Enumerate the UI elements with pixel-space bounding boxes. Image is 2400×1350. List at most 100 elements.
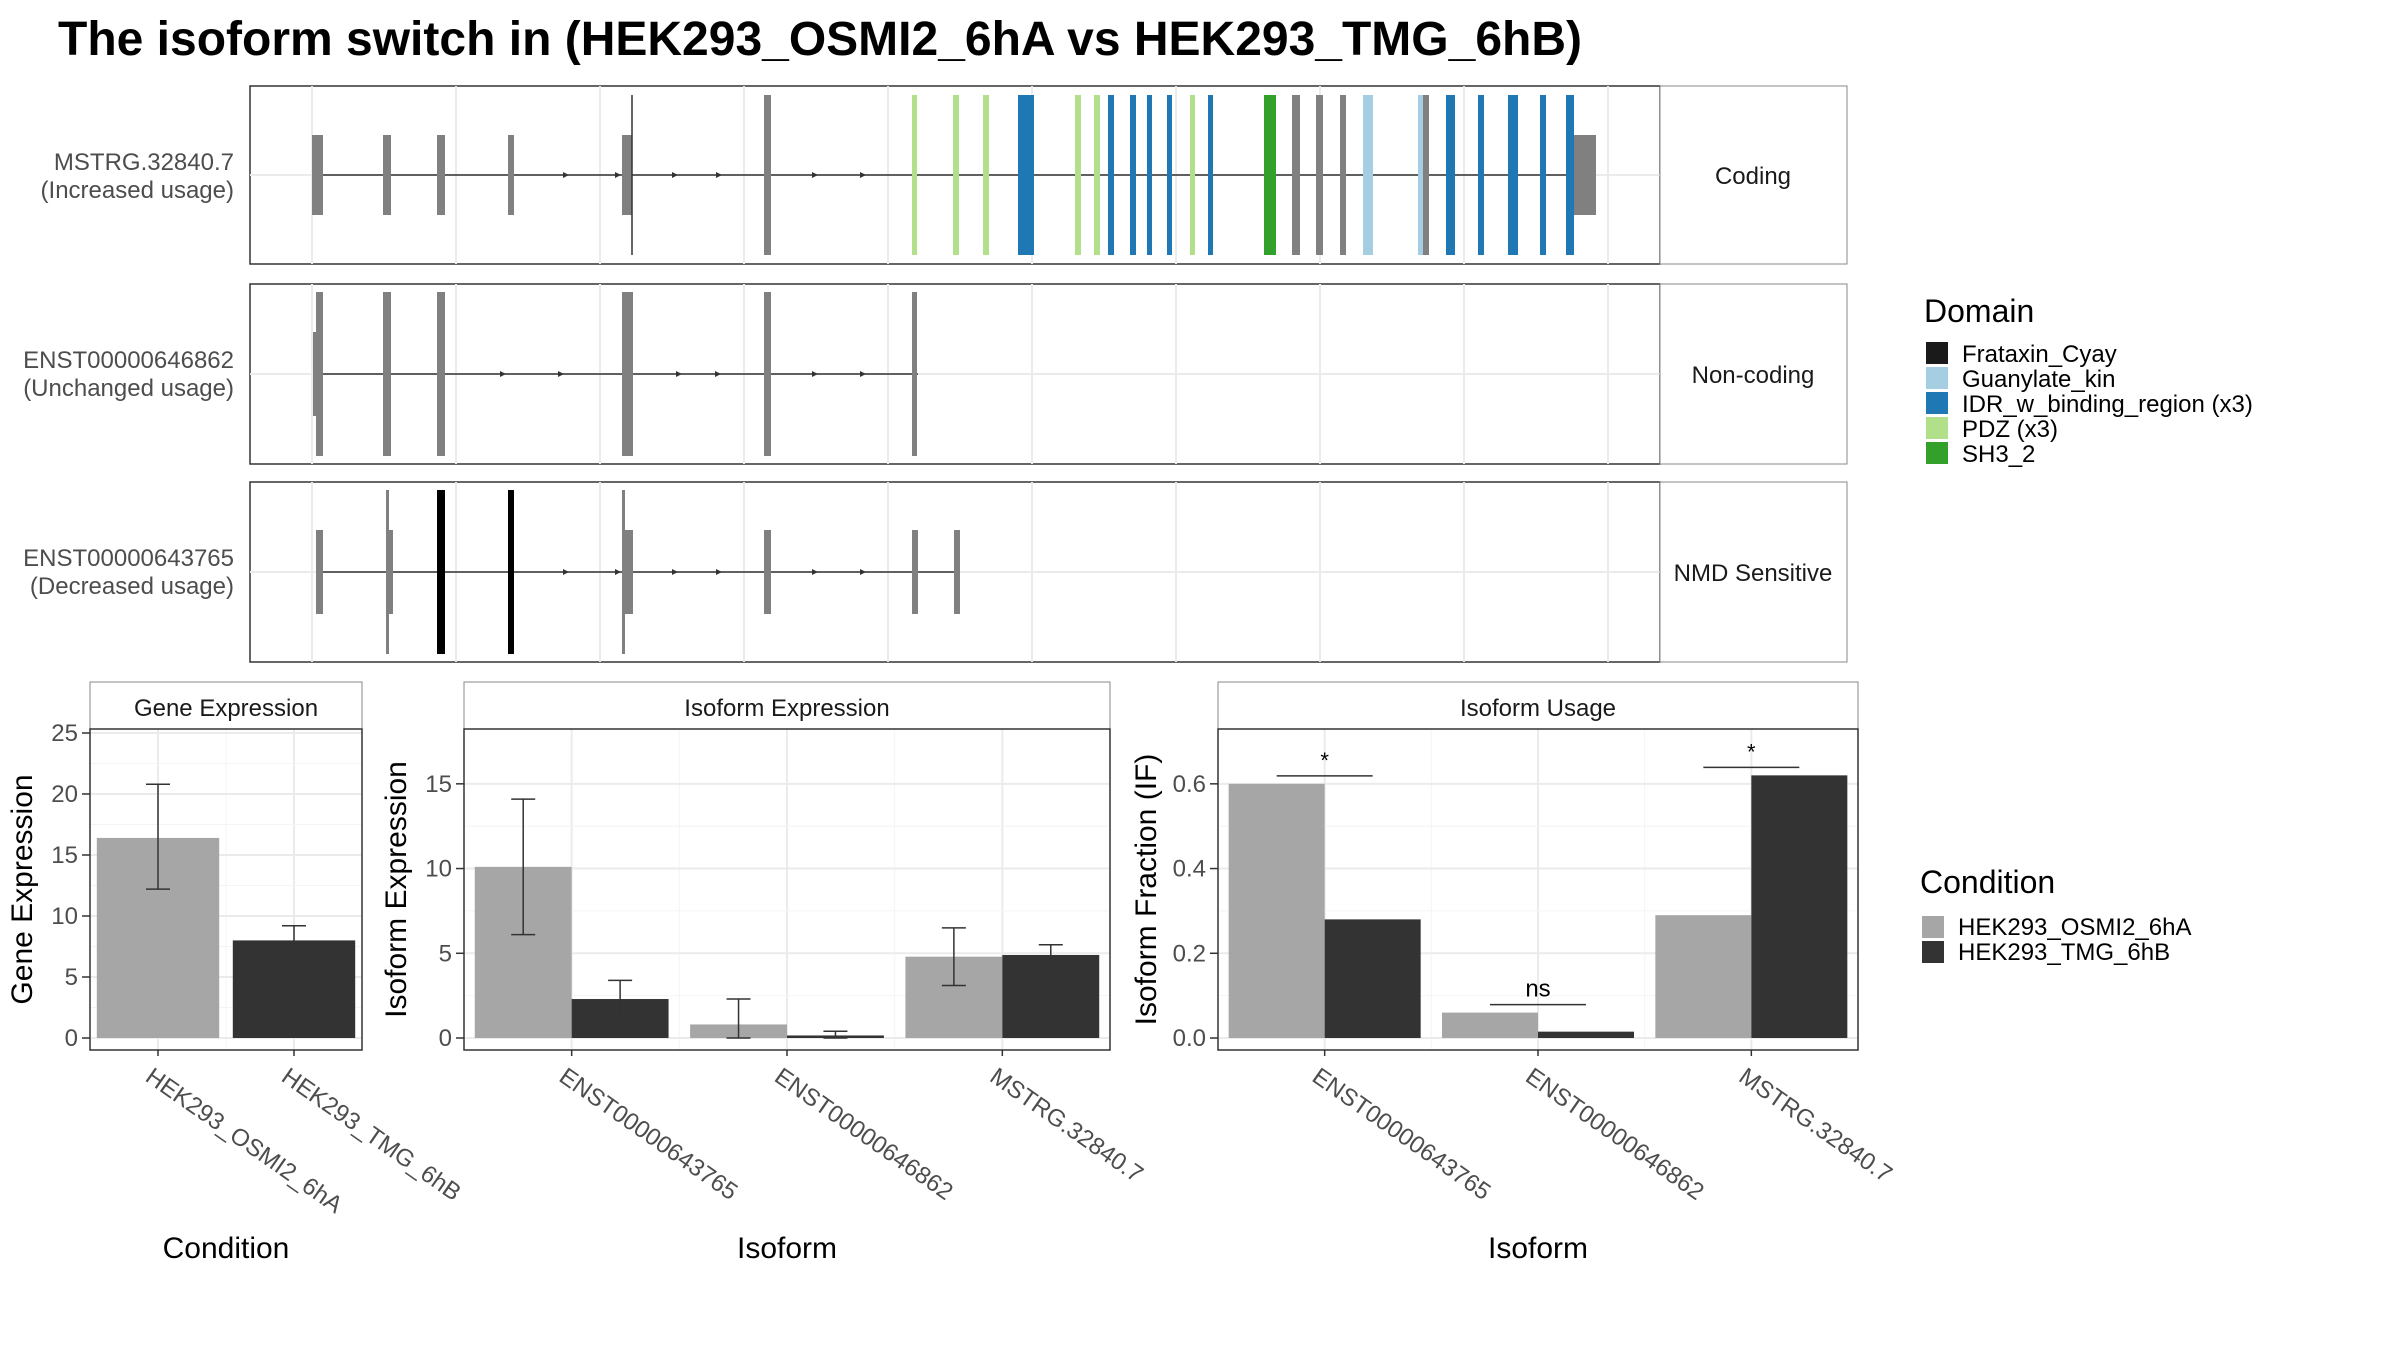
exon [386,530,393,614]
x-tick-label: ENST00000646862 [770,1063,958,1206]
exon [622,292,633,456]
exon [313,332,317,416]
strip-box [1659,85,1848,265]
category-label: NMD Sensitive [1674,560,1833,587]
legend-key [1926,367,1948,389]
legend-key [1926,392,1948,414]
x-tick-label: MSTRG.32840.7 [1734,1063,1897,1188]
exon [1316,95,1323,255]
x-axis-title: Isoform [1488,1232,1588,1265]
bar [1002,954,1100,1038]
significance-label: * [1747,739,1756,764]
exon [383,135,391,215]
exon [764,530,771,614]
y-tick-label: 0.0 [1173,1025,1206,1052]
exon [954,530,960,614]
panel-border [89,728,363,1051]
domain-blocks [912,95,1574,255]
category-label: Coding [1715,163,1791,190]
exon [622,135,632,215]
transcript-panel-nmd: NMD Sensitive ENST00000643765 (Decreased… [23,481,1848,663]
figure-title: The isoform switch in (HEK293_OSMI2_6hA … [58,13,1582,66]
x-axis-title: Condition [163,1232,290,1265]
exon [1292,95,1300,255]
y-axis-title: Isoform Fraction (IF) [1130,754,1163,1026]
y-axis-title: Gene Expression [6,774,39,1004]
transcript-usage: (Unchanged usage) [23,375,234,402]
domain-idr [1108,95,1114,255]
transcript-panel-noncoding: Non-coding ENST00000646862 (Unchanged us… [23,283,1848,465]
exons [316,490,960,654]
transcript-usage: (Decreased usage) [30,573,234,600]
exon [316,292,323,456]
domain-pdz [983,95,989,255]
panel-title: Isoform Usage [1460,695,1616,722]
exon [764,292,771,456]
domain-idr [1566,95,1574,255]
legend-label: Guanylate_kin [1962,366,2115,393]
y-axis-title: Isoform Expression [380,761,413,1018]
transcript-name: ENST00000646862 [23,347,234,374]
x-tick-label: ENST00000643765 [1307,1063,1495,1206]
legend-label: HEK293_TMG_6hB [1958,939,2170,966]
exon [312,135,323,215]
y-tick-label: 0.2 [1173,940,1206,967]
exon [383,292,391,456]
exon [437,135,445,215]
legend-label: Frataxin_Cyay [1962,341,2117,368]
exon [508,135,514,215]
y-tick-label: 15 [425,771,452,798]
y-tick-label: 0.6 [1173,771,1206,798]
legend-label: PDZ (x3) [1962,416,2058,443]
domain-idr [1130,95,1136,255]
y-tick-label: 0 [65,1025,78,1052]
y-tick-label: 0 [439,1025,452,1052]
domain-pdz [1094,95,1100,255]
domain-legend-title: Domain [1924,293,2034,329]
domain-idr [1508,95,1518,255]
bar [1538,1031,1634,1038]
domain-idr [1478,95,1484,255]
bar [1442,1012,1538,1038]
exon [437,292,445,456]
direction-arrows [500,371,866,377]
isoform-expression-chart: Isoform Expression 0 5 10 15 ENST00000643765 E… [380,681,1148,1265]
x-tick-label: ENST00000643765 [554,1063,742,1206]
legend-key [1922,941,1944,963]
legend-key [1926,342,1948,364]
exon [316,530,323,614]
category-label: Non-coding [1692,362,1815,389]
transcript-structure-mstrg [312,95,1596,255]
legend-key [1926,442,1948,464]
significance-label: ns [1525,976,1550,1003]
direction-arrows [563,569,866,575]
domain-idr [1446,95,1455,255]
legend-label: HEK293_OSMI2_6hA [1958,914,2191,941]
exon-cds [437,490,445,654]
legend-label: IDR_w_binding_region (x3) [1962,391,2253,418]
exon-cds [508,490,514,654]
strip-box [1659,283,1848,465]
exon [1574,135,1596,215]
y-tick-label: 15 [51,842,78,869]
bar [1751,775,1848,1038]
x-tick-label: MSTRG.32840.7 [985,1063,1148,1188]
exon-utr [622,490,625,654]
exon-utr [386,490,389,654]
transcript-panel-coding: Coding MSTRG.32840.7 (Increased usage) [41,85,1848,265]
transcript-name: MSTRG.32840.7 [54,149,234,176]
domain-idr [1540,95,1546,255]
y-tick-label: 5 [65,964,78,991]
significance-label: * [1320,748,1329,773]
domain-idr [1147,95,1152,255]
y-tick-label: 20 [51,781,78,808]
transcript-name: ENST00000643765 [23,545,234,572]
exon [912,292,917,456]
legend-label: SH3_2 [1962,441,2035,468]
bar [1228,783,1325,1038]
y-tick-label: 5 [439,940,452,967]
exon [1340,95,1346,255]
domain-pdz [1190,95,1195,255]
transcript-structure-enst646862 [313,292,918,456]
legend-key [1922,916,1944,938]
